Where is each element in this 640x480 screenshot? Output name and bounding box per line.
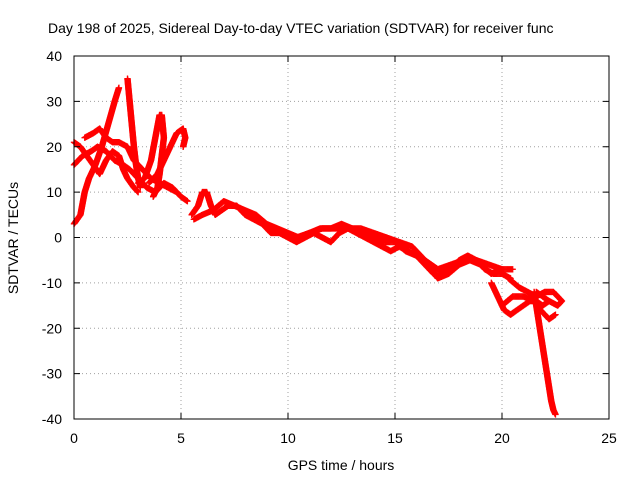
- data-point: [149, 193, 157, 200]
- y-tick-label: 30: [46, 93, 62, 109]
- y-axis-label: SDTVAR / TECUs: [5, 182, 21, 294]
- series-rise-to-peak: [70, 84, 123, 228]
- y-tick-label: -10: [42, 275, 62, 291]
- series-late-plunge: [530, 288, 559, 418]
- data-point: [115, 84, 123, 91]
- grid-lines: [74, 56, 609, 419]
- x-axis-label: GPS time / hours: [288, 457, 395, 473]
- y-tick-label: 20: [46, 139, 62, 155]
- x-tick-label: 15: [387, 430, 403, 446]
- data-point: [184, 198, 191, 205]
- chart-title: Day 198 of 2025, Sidereal Day-to-day VTE…: [48, 20, 554, 36]
- y-tick-label: 0: [54, 230, 62, 246]
- data-point: [179, 143, 187, 150]
- data-point: [498, 266, 506, 273]
- data-point: [552, 411, 559, 418]
- x-tick-label: 10: [280, 430, 296, 446]
- x-tick-label: 5: [177, 430, 185, 446]
- series-spike-2-5h: [124, 75, 144, 191]
- series-tail-c: [242, 211, 506, 273]
- y-axis-ticks: -40 -30 -20 -10 0 10 20 30 40: [42, 48, 609, 427]
- data-point: [135, 188, 142, 196]
- series-hump-4-5h: [145, 125, 189, 187]
- series-late-loop: [505, 275, 566, 309]
- data-point: [137, 184, 144, 191]
- y-tick-label: 40: [46, 48, 62, 64]
- x-axis-ticks: 0 5 10 15 20 25: [70, 56, 617, 446]
- y-tick-label: -20: [42, 320, 62, 336]
- series-tail-b: [190, 198, 516, 282]
- x-tick-label: 25: [601, 430, 617, 446]
- x-tick-label: 20: [494, 430, 510, 446]
- series-tail-a: [188, 188, 514, 282]
- data-series: [70, 75, 566, 418]
- data-point: [552, 311, 559, 318]
- x-tick-label: 0: [70, 430, 78, 446]
- data-point: [509, 266, 516, 273]
- y-tick-label: -30: [42, 366, 62, 382]
- y-tick-label: 10: [46, 184, 62, 200]
- data-point: [173, 188, 180, 196]
- series-late-return: [498, 293, 559, 323]
- y-tick-label: -40: [42, 411, 62, 427]
